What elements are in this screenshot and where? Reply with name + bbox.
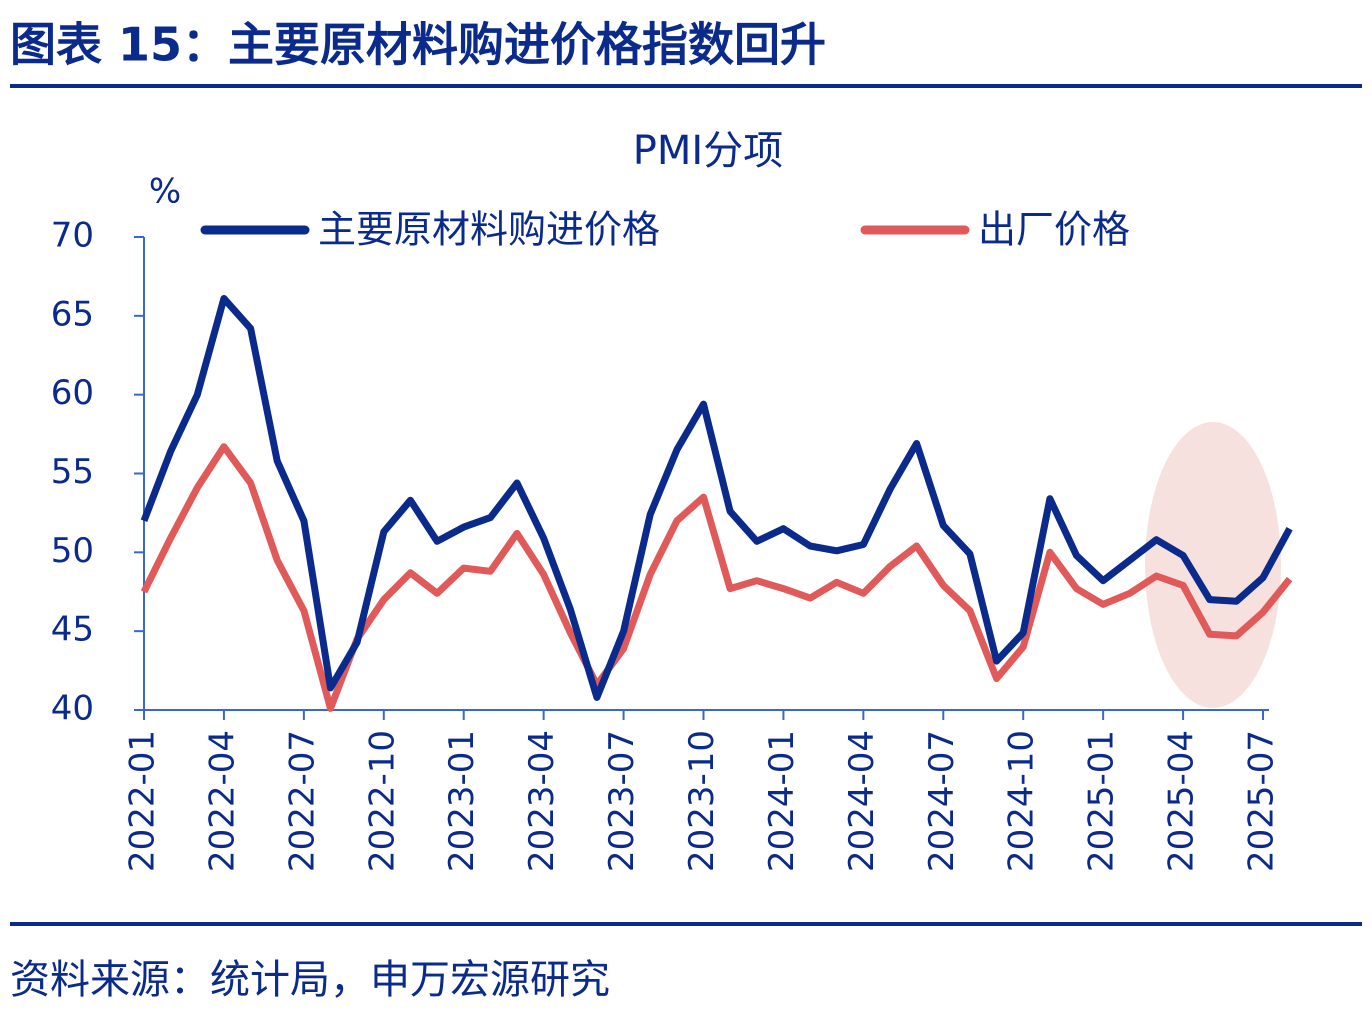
y-tick-label: 45 bbox=[51, 610, 94, 650]
series-line bbox=[140, 443, 1293, 712]
series-line bbox=[140, 295, 1293, 701]
x-tick-label: 2024-10 bbox=[1002, 730, 1042, 872]
legend-label: 主要原材料购进价格 bbox=[318, 208, 660, 252]
x-tick-label: 2023-10 bbox=[682, 730, 722, 872]
chart-title: PMI分项 bbox=[633, 128, 783, 174]
source: 资料来源：统计局，申万宏源研究 bbox=[10, 957, 610, 1003]
y-tick-label: 60 bbox=[51, 373, 94, 413]
x-tick-label: 2023-01 bbox=[442, 730, 482, 872]
x-tick-label: 2022-04 bbox=[202, 730, 242, 872]
x-tick-label: 2025-01 bbox=[1082, 730, 1122, 872]
x-tick-label: 2025-04 bbox=[1162, 730, 1202, 872]
y-tick-label: 40 bbox=[51, 689, 94, 729]
x-tick-label: 2024-04 bbox=[842, 730, 882, 872]
x-tick-label: 2024-01 bbox=[762, 730, 802, 872]
y-tick-label: 65 bbox=[51, 294, 94, 334]
x-tick-label: 2022-10 bbox=[362, 730, 402, 872]
y-tick-label: 55 bbox=[51, 452, 94, 492]
y-unit: % bbox=[149, 172, 181, 212]
x-tick-label: 2023-07 bbox=[602, 730, 642, 872]
bottom-rule bbox=[10, 922, 1362, 926]
y-tick-label: 50 bbox=[51, 531, 94, 571]
x-tick-label: 2025-07 bbox=[1242, 730, 1282, 872]
x-tick-label: 2022-07 bbox=[282, 730, 322, 872]
page-title: 图表 15：主要原材料购进价格指数回升 bbox=[10, 18, 826, 72]
x-tick-label: 2023-04 bbox=[522, 730, 562, 872]
x-tick-label: 2022-01 bbox=[123, 730, 163, 872]
x-tick-label: 2024-07 bbox=[922, 730, 962, 872]
highlight bbox=[1145, 422, 1281, 708]
legend-label: 出厂价格 bbox=[978, 208, 1130, 252]
top-rule bbox=[10, 84, 1362, 88]
y-tick-label: 70 bbox=[51, 216, 94, 256]
